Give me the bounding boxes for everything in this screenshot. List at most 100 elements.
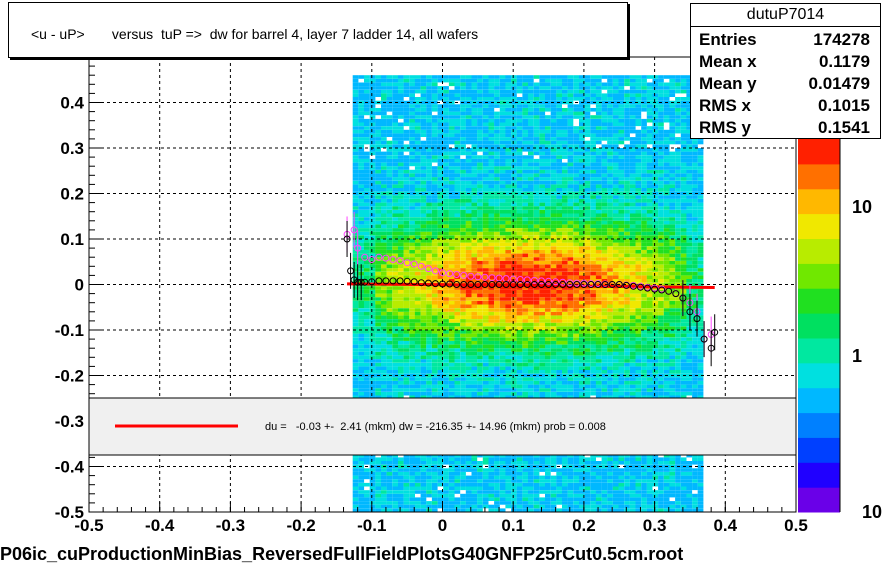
heatmap-cell	[426, 206, 432, 210]
heatmap-cell	[392, 195, 398, 199]
heatmap-cell	[386, 195, 393, 199]
heatmap-cell	[567, 126, 574, 130]
heatmap-cell	[505, 206, 512, 210]
heatmap-cell	[488, 315, 495, 319]
heatmap-cell	[471, 388, 478, 392]
heatmap-cell	[386, 457, 393, 461]
heatmap-cell	[386, 300, 393, 305]
heatmap-cell	[482, 118, 489, 123]
heatmap-cell	[448, 104, 455, 108]
heatmap-cell	[545, 501, 551, 505]
heatmap-cell	[414, 304, 421, 309]
heatmap-cell	[488, 169, 495, 174]
heatmap-cell	[573, 82, 579, 87]
heatmap-cell	[375, 82, 381, 87]
heatmap-cell	[528, 231, 534, 236]
heatmap-cell	[528, 158, 534, 163]
heatmap-cell	[550, 308, 557, 312]
heatmap-cell	[511, 191, 517, 196]
heatmap-cell	[465, 158, 472, 163]
heatmap-cell	[375, 490, 381, 494]
heatmap-cell	[443, 199, 449, 203]
heatmap-cell	[369, 199, 376, 203]
heatmap-cell	[375, 486, 381, 491]
heatmap-cell	[392, 359, 398, 363]
heatmap-cell	[460, 486, 466, 491]
heatmap-cell	[494, 377, 500, 381]
heatmap-cell	[579, 140, 585, 145]
heatmap-cell	[460, 479, 466, 483]
heatmap-cell	[369, 490, 376, 494]
heatmap-cell	[482, 169, 489, 174]
heatmap-cell	[522, 475, 529, 480]
heatmap-cell	[477, 224, 483, 228]
heatmap-cell	[556, 199, 562, 203]
heatmap-cell	[494, 275, 500, 279]
heatmap-cell	[482, 290, 489, 294]
heatmap-cell	[499, 242, 506, 247]
heatmap-cell	[403, 391, 410, 396]
heatmap-cell	[369, 86, 376, 90]
heatmap-cell	[562, 111, 568, 116]
heatmap-cell	[409, 457, 415, 461]
heatmap-cell	[545, 129, 551, 134]
heatmap-cell	[545, 231, 551, 236]
heatmap-cell	[584, 391, 591, 396]
heatmap-cell	[375, 231, 381, 236]
heatmap-cell	[528, 297, 534, 301]
heatmap-cell	[482, 188, 489, 192]
heatmap-cell	[443, 479, 449, 483]
heatmap-cell	[448, 453, 455, 458]
heatmap-cell	[528, 315, 534, 319]
heatmap-cell	[448, 140, 455, 145]
heatmap-cell	[511, 464, 517, 469]
heatmap-cell	[477, 504, 483, 509]
heatmap-cell	[505, 486, 512, 491]
heatmap-cell	[539, 340, 546, 345]
heatmap-cell	[431, 275, 438, 279]
heatmap-cell	[426, 308, 432, 312]
heatmap-cell	[426, 122, 432, 127]
heatmap-cell	[562, 453, 568, 458]
heatmap-cell	[579, 228, 585, 232]
heatmap-cell	[499, 330, 506, 334]
heatmap-cell	[584, 366, 591, 370]
heatmap-cell	[358, 249, 365, 254]
heatmap-cell	[590, 475, 596, 480]
heatmap-cell	[545, 286, 551, 290]
heatmap-cell	[369, 482, 376, 487]
heatmap-cell	[499, 461, 506, 465]
heatmap-cell	[522, 260, 529, 265]
heatmap-cell	[528, 330, 534, 334]
heatmap-cell	[364, 475, 370, 480]
heatmap-cell	[522, 115, 529, 119]
heatmap-cell	[448, 195, 455, 199]
heatmap-cell	[375, 468, 381, 472]
heatmap-cell	[522, 239, 529, 243]
heatmap-cell	[409, 249, 415, 254]
heatmap-cell	[398, 486, 404, 491]
heatmap-cell	[590, 461, 596, 465]
heatmap-cell	[443, 137, 449, 141]
heatmap-cell	[403, 199, 410, 203]
heatmap-cell	[562, 315, 568, 319]
heatmap-cell	[488, 486, 495, 491]
heatmap-cell	[482, 82, 489, 87]
heatmap-cell	[533, 290, 540, 294]
heatmap-cell	[431, 213, 438, 218]
heatmap-cell	[556, 260, 562, 265]
heatmap-cell	[590, 315, 596, 319]
heatmap-cell	[477, 199, 483, 203]
heatmap-cell	[364, 199, 370, 203]
heatmap-cell	[516, 293, 523, 298]
heatmap-cell	[409, 148, 415, 152]
heatmap-cell	[431, 472, 438, 476]
heatmap-cell	[516, 501, 523, 505]
heatmap-cell	[482, 308, 489, 312]
heatmap-cell	[465, 118, 472, 123]
heatmap-cell	[465, 75, 472, 79]
heatmap-cell	[562, 304, 568, 309]
heatmap-cell	[358, 388, 365, 392]
heatmap-cell	[381, 264, 387, 269]
heatmap-cell	[528, 144, 534, 148]
